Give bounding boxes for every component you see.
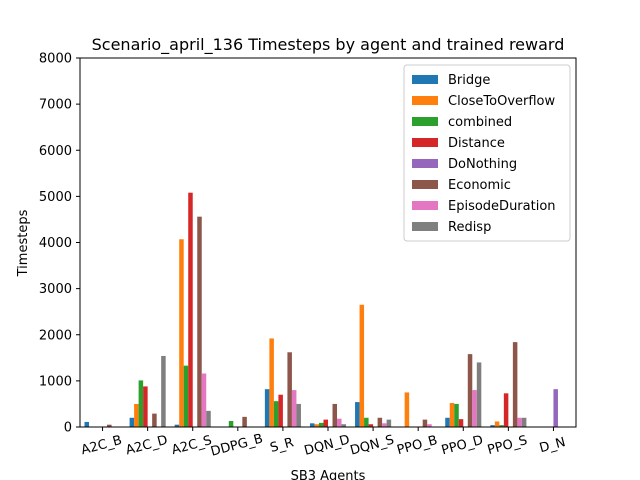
bar <box>273 401 279 427</box>
bar <box>179 239 184 427</box>
x-tick-label: D_N <box>538 435 567 456</box>
bar <box>382 423 387 427</box>
legend-swatch <box>412 180 438 189</box>
bar <box>296 403 301 427</box>
bar <box>386 419 392 427</box>
bar <box>521 417 527 427</box>
y-tick-label: 7000 <box>39 98 72 113</box>
x-tick-label: S_R <box>269 435 296 456</box>
bar <box>454 403 459 427</box>
bar <box>427 424 432 427</box>
bar <box>359 304 365 427</box>
bar <box>197 216 202 427</box>
legend-swatch <box>412 201 438 210</box>
bar <box>84 421 90 427</box>
bar <box>364 417 369 427</box>
legend-box <box>403 64 571 242</box>
y-tick-label: 3000 <box>39 282 72 297</box>
bar <box>341 424 347 427</box>
bar <box>174 424 180 427</box>
legend-label: DoNothing <box>448 157 517 172</box>
bar <box>129 417 135 427</box>
bar <box>490 425 495 427</box>
legend-label: Bridge <box>448 73 490 88</box>
bar <box>445 417 450 427</box>
y-axis-label: Timesteps <box>16 209 31 277</box>
legend-swatch <box>412 159 438 168</box>
bar <box>476 362 482 427</box>
bar <box>107 424 112 427</box>
legend-swatch <box>412 75 438 84</box>
y-tick-label: 6000 <box>39 144 72 159</box>
bar <box>332 403 338 427</box>
y-tick-label: 5000 <box>39 190 72 205</box>
bar <box>512 342 518 427</box>
bar <box>287 352 292 427</box>
bar <box>494 421 500 427</box>
legend-label: EpisodeDuration <box>448 199 556 214</box>
bars <box>84 192 558 427</box>
legend-label: Redisp <box>448 220 491 235</box>
bar <box>291 390 297 427</box>
bar <box>449 403 455 427</box>
bar <box>206 410 211 427</box>
bar <box>472 390 477 427</box>
y-tick-label: 1000 <box>39 374 72 389</box>
bar <box>152 413 157 427</box>
bar <box>323 419 328 427</box>
bar <box>309 423 315 427</box>
bar <box>228 421 234 427</box>
bar <box>161 355 166 427</box>
bar <box>138 380 144 427</box>
y-axis: 0 1000 2000 3000 4000 5000 6000 7000 8000 <box>39 52 80 436</box>
y-tick-label: 0 <box>64 421 72 436</box>
bar <box>368 424 374 427</box>
bar <box>355 402 360 427</box>
legend-swatch <box>412 222 438 231</box>
legend-label: CloseToOverflow <box>448 94 556 109</box>
legend-swatch <box>412 117 438 126</box>
legend: Bridge CloseToOverflow combined Distance DoN… <box>403 64 571 242</box>
bar <box>337 418 342 427</box>
bar <box>503 393 509 427</box>
bar <box>264 389 270 427</box>
bar <box>499 425 504 427</box>
bar <box>278 394 283 427</box>
bar <box>183 365 189 427</box>
chart-title: Scenario_april_136 Timesteps by agent an… <box>92 35 565 55</box>
y-tick-label: 8000 <box>39 52 72 67</box>
bar <box>553 389 558 427</box>
bar <box>188 192 193 427</box>
bar <box>314 424 319 427</box>
bar <box>318 422 324 427</box>
bar <box>134 403 139 427</box>
bar <box>377 417 383 427</box>
bar <box>422 419 428 427</box>
legend-swatch <box>412 96 438 105</box>
bar <box>201 373 207 427</box>
legend-label: Economic <box>448 178 511 193</box>
legend-swatch <box>412 138 438 147</box>
bar <box>242 416 247 427</box>
legend-label: Distance <box>448 136 505 151</box>
y-tick-label: 4000 <box>39 236 72 251</box>
bar <box>517 417 522 427</box>
bar <box>269 338 274 427</box>
y-tick-label: 2000 <box>39 328 72 343</box>
bar <box>467 354 473 427</box>
bar <box>143 386 148 427</box>
x-axis-label: SB3 Agents <box>291 469 366 480</box>
bar <box>404 392 410 427</box>
legend-label: combined <box>448 115 512 130</box>
bar <box>458 419 464 427</box>
